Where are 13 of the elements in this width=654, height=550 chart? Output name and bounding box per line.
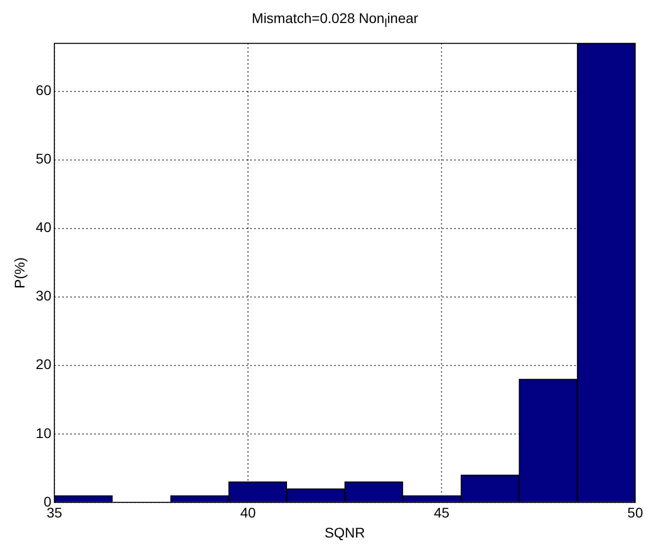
x-tick-label: 40: [240, 504, 256, 521]
x-tick-label: 50: [627, 504, 644, 521]
x-axis-title: SQNR: [324, 524, 366, 540]
y-tick-label: 0: [44, 493, 52, 510]
y-axis-title: P(%): [11, 257, 28, 288]
y-tick-label: 60: [36, 82, 52, 98]
y-tick-label: 20: [36, 356, 52, 372]
y-tick-label: 30: [36, 288, 52, 304]
chart-title: Mismatch=0.028 Non$_{l}$inear: [250, 9, 420, 32]
y-tick-label: 50: [36, 150, 52, 167]
x-tick-label: 45: [434, 504, 450, 521]
y-tick-label: 40: [36, 219, 52, 236]
y-tick-label: 10: [36, 424, 52, 441]
